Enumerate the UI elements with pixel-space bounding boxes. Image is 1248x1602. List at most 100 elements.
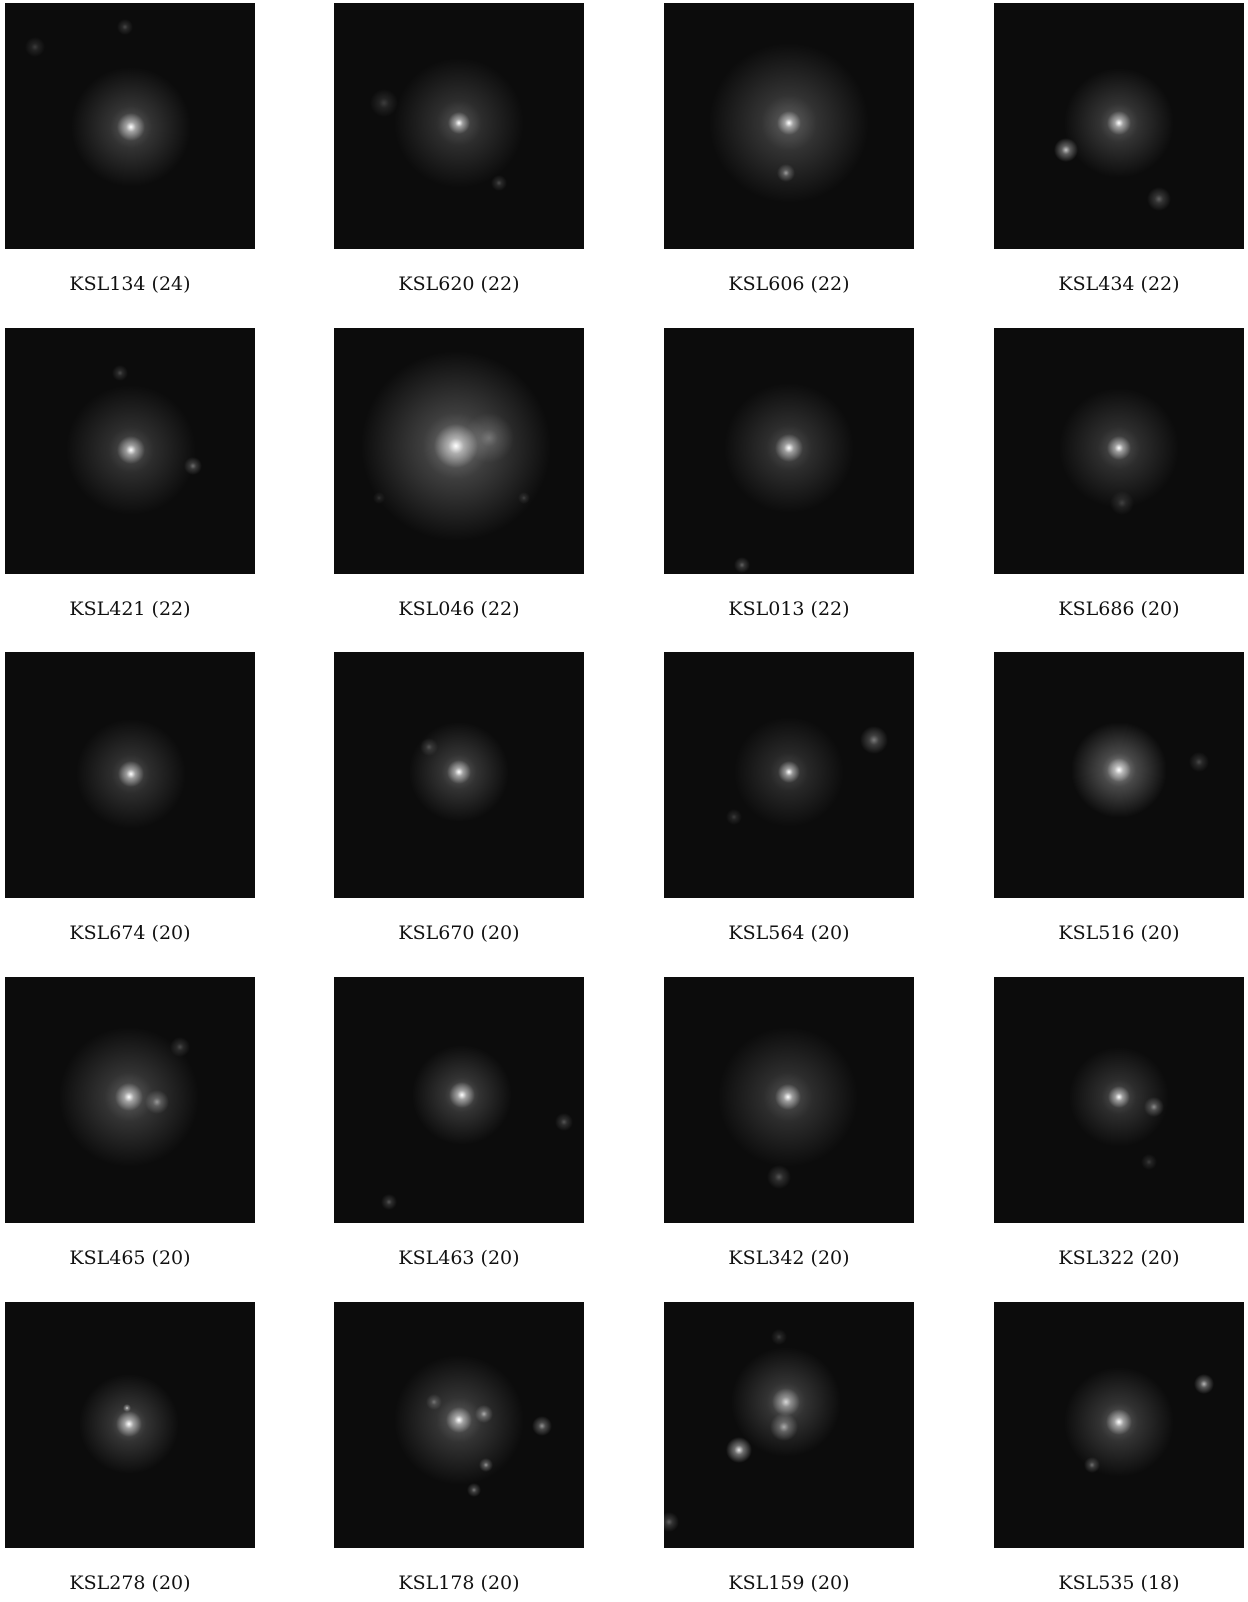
galaxy-image <box>5 652 255 898</box>
light-source <box>467 1483 481 1497</box>
galaxy-image <box>334 328 584 574</box>
light-source <box>1147 187 1171 211</box>
galaxy-image <box>5 977 255 1223</box>
panel-caption: KSL421 (22) <box>69 598 191 620</box>
panel-ksl463: KSL463 (20) <box>334 977 584 1277</box>
galaxy-core <box>1107 111 1131 135</box>
panel-ksl674: KSL674 (20) <box>5 652 255 952</box>
panel-ksl620: KSL620 (22) <box>334 3 584 303</box>
galaxy-render <box>334 652 584 898</box>
galaxy-render <box>5 328 255 574</box>
light-source <box>734 557 750 573</box>
galaxy-render <box>5 1302 255 1548</box>
galaxy-core <box>1108 1086 1130 1108</box>
galaxy-render <box>334 1302 584 1548</box>
galaxy-core <box>117 436 145 464</box>
galaxy-image <box>334 3 584 249</box>
galaxy-core <box>447 760 471 784</box>
light-source <box>1110 491 1134 515</box>
galaxy-image <box>994 1302 1244 1548</box>
light-source <box>1054 138 1078 162</box>
light-source <box>770 1413 798 1441</box>
light-source <box>532 1416 552 1436</box>
galaxy-render <box>994 328 1244 574</box>
galaxy-image <box>664 3 914 249</box>
panel-caption: KSL463 (20) <box>398 1247 520 1269</box>
light-source <box>475 1405 493 1423</box>
galaxy-core <box>777 111 801 135</box>
galaxy-image <box>994 977 1244 1223</box>
panel-caption: KSL013 (22) <box>728 598 850 620</box>
panel-ksl322: KSL322 (20) <box>994 977 1244 1277</box>
light-source <box>555 1113 573 1131</box>
light-source <box>518 492 530 504</box>
panel-caption: KSL434 (22) <box>1058 273 1180 295</box>
panel-caption: KSL159 (20) <box>728 1572 850 1594</box>
galaxy-core <box>448 112 470 134</box>
galaxy-render <box>664 3 914 249</box>
light-source <box>726 809 742 825</box>
panel-ksl178: KSL178 (20) <box>334 1302 584 1602</box>
galaxy-core <box>118 761 144 787</box>
panel-ksl465: KSL465 (20) <box>5 977 255 1277</box>
light-source <box>373 492 385 504</box>
panel-ksl421: KSL421 (22) <box>5 328 255 628</box>
galaxy-image <box>5 328 255 574</box>
light-source <box>170 1037 190 1057</box>
galaxy-core <box>117 113 145 141</box>
panel-ksl134: KSL134 (24) <box>5 3 255 303</box>
galaxy-render <box>664 328 914 574</box>
light-source <box>420 738 438 756</box>
panel-ksl159: KSL159 (20) <box>664 1302 914 1602</box>
panel-ksl434: KSL434 (22) <box>994 3 1244 303</box>
panel-caption: KSL278 (20) <box>69 1572 191 1594</box>
panel-caption: KSL674 (20) <box>69 922 191 944</box>
galaxy-render <box>994 977 1244 1223</box>
light-source <box>777 164 795 182</box>
light-source <box>25 37 45 57</box>
panel-caption: KSL465 (20) <box>69 1247 191 1269</box>
light-source <box>771 1329 787 1345</box>
galaxy-image <box>994 3 1244 249</box>
panel-ksl013: KSL013 (22) <box>664 328 914 628</box>
galaxy-core <box>775 1084 801 1110</box>
panel-caption: KSL178 (20) <box>398 1572 520 1594</box>
panel-caption: KSL686 (20) <box>1058 598 1180 620</box>
light-source <box>117 19 133 35</box>
panel-caption: KSL535 (18) <box>1058 1572 1180 1594</box>
galaxy-render <box>994 3 1244 249</box>
light-source <box>1194 1374 1214 1394</box>
panel-caption: KSL670 (20) <box>398 922 520 944</box>
galaxy-render <box>334 328 584 574</box>
galaxy-core <box>1107 436 1131 460</box>
light-source <box>491 175 507 191</box>
light-source <box>479 1458 493 1472</box>
galaxy-render <box>664 1302 914 1548</box>
galaxy-render <box>334 3 584 249</box>
galaxy-core <box>449 1082 475 1108</box>
panel-caption: KSL564 (20) <box>728 922 850 944</box>
galaxy-render <box>664 652 914 898</box>
galaxy-image <box>5 3 255 249</box>
galaxy-render <box>5 977 255 1223</box>
light-source <box>112 365 128 381</box>
panel-ksl535: KSL535 (18) <box>994 1302 1244 1602</box>
light-source <box>123 1404 131 1412</box>
panel-caption: KSL342 (20) <box>728 1247 850 1269</box>
galaxy-image <box>5 1302 255 1548</box>
galaxy-core <box>1106 1409 1132 1435</box>
light-source <box>767 1165 791 1189</box>
light-source <box>664 1512 679 1532</box>
galaxy-core <box>116 1411 142 1437</box>
panel-caption: KSL046 (22) <box>398 598 520 620</box>
galaxy-render <box>5 3 255 249</box>
galaxy-core <box>778 761 800 783</box>
galaxy-render <box>334 977 584 1223</box>
light-source <box>426 1394 442 1410</box>
panel-ksl278: KSL278 (20) <box>5 1302 255 1602</box>
galaxy-core <box>775 434 803 462</box>
light-source <box>464 413 514 463</box>
galaxy-image <box>334 652 584 898</box>
panel-ksl516: KSL516 (20) <box>994 652 1244 952</box>
panel-ksl686: KSL686 (20) <box>994 328 1244 628</box>
